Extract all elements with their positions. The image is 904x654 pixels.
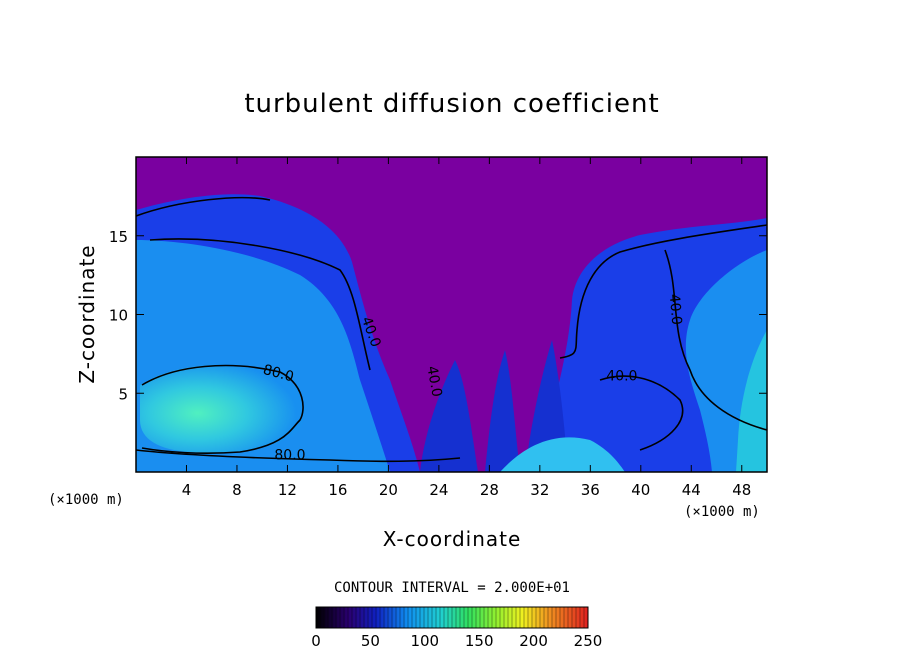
colorbar-tick-label: 50	[361, 632, 380, 650]
y-tick-label: 5	[118, 385, 128, 403]
x-tick-label: 12	[278, 481, 297, 499]
x-tick-label: 8	[232, 481, 242, 499]
contour-label: 40.0	[606, 369, 637, 385]
y-axis-ticks: 5 10 15	[109, 228, 767, 403]
x-tick-label: 28	[480, 481, 499, 499]
contour-left-80	[141, 364, 304, 455]
contour-lines	[136, 196, 767, 463]
x-unit-label-left: (×1000 m)	[48, 492, 124, 508]
contour-interval-text: CONTOUR INTERVAL = 2.000E+01	[334, 580, 570, 596]
colorbar-ticks: 0 50 100 150 200 250	[311, 632, 602, 650]
y-axis-label: Z-coordinate	[75, 244, 99, 383]
contour-label: 40.0	[666, 293, 685, 325]
x-tick-label: 44	[682, 481, 701, 499]
x-tick-label: 16	[328, 481, 347, 499]
x-axis-label: X-coordinate	[383, 527, 522, 551]
x-tick-label: 4	[182, 481, 192, 499]
contour-bottom-80	[136, 449, 461, 463]
x-axis-ticks: 4 8 12 16 20 24 28 32 36 40 44 48	[182, 157, 751, 499]
contour-right-outer	[559, 224, 767, 359]
field-central-plumes	[420, 340, 568, 472]
field-central-bright	[500, 437, 625, 472]
colorbar-tick-label: 250	[574, 632, 603, 650]
colorbar-stripes	[319, 607, 585, 628]
contour-label-group: 40.080.0 40.080.040.040.0	[261, 293, 684, 463]
contour-label: 80.0	[261, 362, 295, 386]
contour-right-lower	[599, 375, 684, 451]
colorbar-tick-label: 0	[311, 632, 321, 650]
plot-area	[136, 157, 767, 472]
field-left-core	[140, 364, 305, 453]
field-right-light	[736, 330, 767, 472]
x-tick-label: 32	[530, 481, 549, 499]
chart-title: turbulent diffusion coefficient	[244, 89, 659, 119]
contour-left-outer	[136, 196, 371, 371]
contour-right-40	[664, 249, 767, 431]
colorbar-tick-label: 150	[465, 632, 494, 650]
x-tick-label: 20	[379, 481, 398, 499]
x-unit-label-right: (×1000 m)	[684, 504, 760, 520]
colorbar-tick-label: 200	[519, 632, 548, 650]
y-tick-label: 15	[109, 228, 128, 246]
colorbar	[315, 606, 589, 629]
y-tick-label: 10	[109, 307, 128, 325]
contour-label: 40.0	[423, 365, 444, 398]
x-tick-label: 36	[581, 481, 600, 499]
contour-label: 80.0	[274, 447, 305, 463]
x-tick-label: 40	[631, 481, 650, 499]
colorbar-tick-label: 100	[410, 632, 439, 650]
x-tick-label: 48	[732, 481, 751, 499]
x-tick-label: 24	[429, 481, 448, 499]
